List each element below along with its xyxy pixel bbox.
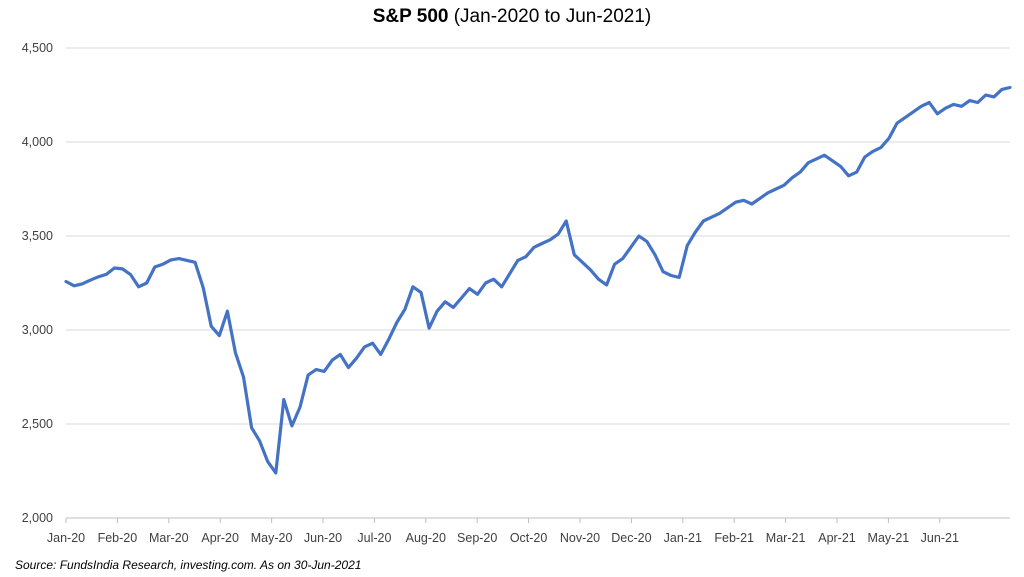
y-tick-label: 2,000 bbox=[22, 511, 53, 525]
y-tick-label: 3,500 bbox=[22, 229, 53, 243]
series-line bbox=[64, 85, 1012, 475]
chart-title: S&P 500 (Jan-2020 to Jun-2021) bbox=[0, 6, 1024, 28]
x-tick-label: Jan-20 bbox=[47, 531, 85, 545]
source-note: Source: FundsIndia Research, investing.c… bbox=[15, 558, 362, 572]
series-layer bbox=[64, 85, 1012, 475]
x-tick-label: Mar-20 bbox=[149, 531, 189, 545]
x-tick-label: Oct-20 bbox=[510, 531, 548, 545]
x-tick-label: Jan-21 bbox=[664, 531, 702, 545]
x-tick-label: Jun-21 bbox=[921, 531, 959, 545]
chart-title-sub: (Jan-2020 to Jun-2021) bbox=[453, 6, 652, 27]
x-tick-label: Feb-20 bbox=[98, 531, 138, 545]
x-tick-label: Apr-21 bbox=[818, 531, 856, 545]
y-tick-label: 4,500 bbox=[22, 41, 53, 55]
axes bbox=[65, 517, 1010, 523]
y-tick-label: 3,000 bbox=[22, 323, 53, 337]
x-tick-label: Jul-20 bbox=[357, 531, 391, 545]
x-tick-label: Dec-20 bbox=[611, 531, 651, 545]
x-tick-label: Aug-20 bbox=[406, 531, 446, 545]
x-axis-tick-labels: Jan-20 Feb-20 Mar-20 Apr-20 May-20 Jun-20 Jul-… bbox=[47, 531, 959, 545]
x-tick-label: Mar-21 bbox=[766, 531, 806, 545]
chart-title-main: S&P 500 bbox=[372, 6, 449, 27]
y-axis-tick-labels: 2,000 2,500 3,000 3,500 4,000 4,500 bbox=[22, 41, 53, 525]
x-tick-label: Apr-20 bbox=[201, 531, 239, 545]
x-tick-label: Jun-20 bbox=[304, 531, 342, 545]
x-tick-label: Sep-20 bbox=[457, 531, 497, 545]
x-tick-label: Nov-20 bbox=[560, 531, 600, 545]
y-tick-label: 2,500 bbox=[22, 417, 53, 431]
y-tick-label: 4,000 bbox=[22, 135, 53, 149]
gridlines bbox=[66, 47, 1010, 425]
x-tick-label: May-20 bbox=[251, 531, 293, 545]
x-tick-label: May-21 bbox=[868, 531, 910, 545]
x-tick-label: Feb-21 bbox=[714, 531, 754, 545]
